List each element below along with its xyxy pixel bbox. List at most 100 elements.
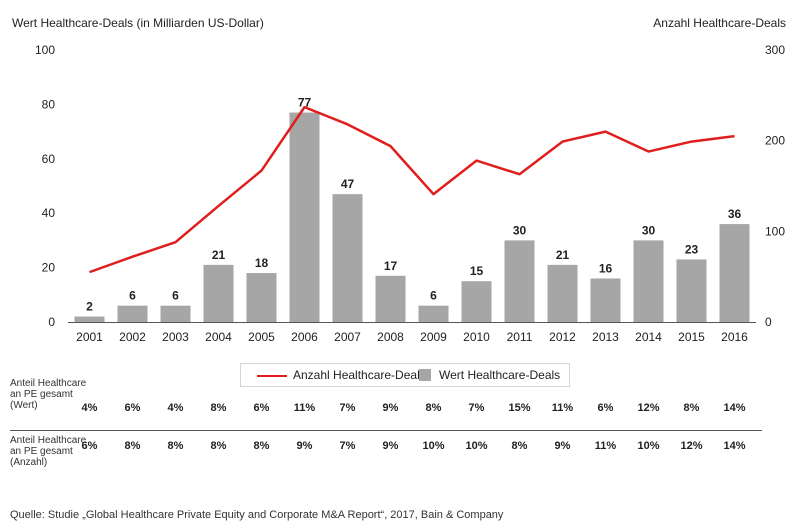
x-tick-label: 2001	[76, 330, 103, 344]
x-tick-label: 2009	[420, 330, 447, 344]
share-cell: 11%	[594, 440, 617, 452]
share-cell: 4%	[167, 402, 184, 414]
x-tick-label: 2015	[678, 330, 705, 344]
bar-value-label: 23	[685, 242, 699, 256]
source-note: Quelle: Studie „Global Healthcare Privat…	[10, 509, 504, 521]
share-cell: 6%	[81, 440, 98, 452]
share-cell: 8%	[425, 402, 442, 414]
bar	[203, 264, 234, 322]
bar-value-label: 30	[642, 223, 656, 237]
x-tick-label: 2014	[635, 330, 662, 344]
right-tick-label: 0	[765, 315, 772, 329]
share-cell: 6%	[253, 402, 270, 414]
share-cell: 7%	[339, 402, 356, 414]
left-axis-title: Wert Healthcare-Deals (in Milliarden US-…	[12, 16, 264, 30]
right-tick-label: 300	[765, 43, 785, 57]
share-cell: 11%	[293, 402, 316, 414]
x-tick-label: 2007	[334, 330, 361, 344]
bar	[117, 305, 148, 322]
share-cell: 8%	[511, 440, 528, 452]
bar	[375, 275, 406, 322]
share-cell: 7%	[468, 402, 485, 414]
share-cell: 10%	[422, 440, 445, 452]
bar-value-label: 77	[298, 96, 312, 110]
bar-value-label: 17	[384, 259, 398, 273]
right-tick-label: 100	[765, 224, 785, 238]
bar	[418, 305, 449, 322]
bar-value-label: 18	[255, 256, 269, 270]
share-cell: 14%	[723, 402, 746, 414]
share-cell: 4%	[81, 402, 98, 414]
left-tick-label: 80	[42, 97, 56, 111]
share-cell: 8%	[253, 440, 270, 452]
bar-value-label: 16	[599, 261, 613, 275]
bar-value-label: 47	[341, 177, 355, 191]
right-tick-label: 200	[765, 134, 785, 148]
x-tick-label: 2016	[721, 330, 748, 344]
bar	[74, 316, 105, 322]
legend-bar-swatch	[419, 369, 431, 381]
share-cell: 8%	[683, 402, 700, 414]
share-cell: 15%	[508, 402, 531, 414]
share-cell: 10%	[637, 440, 660, 452]
share-cell: 12%	[637, 402, 660, 414]
bar	[332, 194, 363, 322]
share-cell: 8%	[167, 440, 184, 452]
share-cell: 10%	[465, 440, 488, 452]
bar	[633, 240, 664, 322]
x-tick-label: 2013	[592, 330, 619, 344]
share-cell: 11%	[551, 402, 574, 414]
x-tick-label: 2004	[205, 330, 232, 344]
bar	[461, 281, 492, 322]
legend-line-label: Anzahl Healthcare-Deals	[293, 368, 426, 382]
share-row-label-value: Anteil Healthcare an PE gesamt (Wert)	[10, 378, 87, 411]
share-cell: 8%	[210, 440, 227, 452]
share-cell: 14%	[723, 440, 746, 452]
x-tick-label: 2005	[248, 330, 275, 344]
bar-value-label: 21	[212, 248, 226, 262]
right-axis-title: Anzahl Healthcare-Deals	[653, 16, 786, 30]
bar	[160, 305, 191, 322]
share-cell: 9%	[554, 440, 571, 452]
bar-value-label: 30	[513, 223, 527, 237]
share-cell: 6%	[597, 402, 614, 414]
bar-value-label: 6	[129, 289, 136, 303]
share-cell: 8%	[210, 402, 227, 414]
share-cell: 8%	[124, 440, 141, 452]
share-cell: 7%	[339, 440, 356, 452]
legend-line-swatch	[257, 375, 287, 377]
bar-value-label: 2	[86, 300, 93, 314]
legend-bar-label: Wert Healthcare-Deals	[439, 368, 561, 382]
bar-value-label: 6	[172, 289, 179, 303]
left-tick-label: 100	[35, 43, 55, 57]
bar	[590, 278, 621, 322]
x-tick-label: 2006	[291, 330, 318, 344]
left-tick-label: 0	[48, 315, 55, 329]
series-line	[89, 105, 735, 274]
x-tick-label: 2012	[549, 330, 576, 344]
share-cell: 9%	[296, 440, 313, 452]
bar-value-label: 6	[430, 289, 437, 303]
table-divider	[10, 430, 762, 431]
x-tick-label: 2008	[377, 330, 404, 344]
bar	[246, 273, 277, 322]
bar	[289, 112, 320, 322]
left-tick-label: 40	[42, 206, 56, 220]
bar	[719, 224, 750, 322]
left-tick-label: 20	[42, 261, 56, 275]
share-cell: 12%	[680, 440, 703, 452]
share-cell: 9%	[382, 402, 399, 414]
bar-value-label: 21	[556, 248, 570, 262]
share-cell: 9%	[382, 440, 399, 452]
bar	[676, 259, 707, 322]
share-cell: 6%	[124, 402, 141, 414]
bar-value-label: 15	[470, 264, 484, 278]
left-tick-label: 60	[42, 152, 56, 166]
x-tick-label: 2002	[119, 330, 146, 344]
share-row-label-count: Anteil Healthcare an PE gesamt (Anzahl)	[10, 435, 87, 468]
x-tick-label: 2003	[162, 330, 189, 344]
legend: Anzahl Healthcare-Deals Wert Healthcare-…	[240, 363, 570, 387]
x-tick-label: 2010	[463, 330, 490, 344]
bar-value-label: 36	[728, 207, 742, 221]
bar	[504, 240, 535, 322]
